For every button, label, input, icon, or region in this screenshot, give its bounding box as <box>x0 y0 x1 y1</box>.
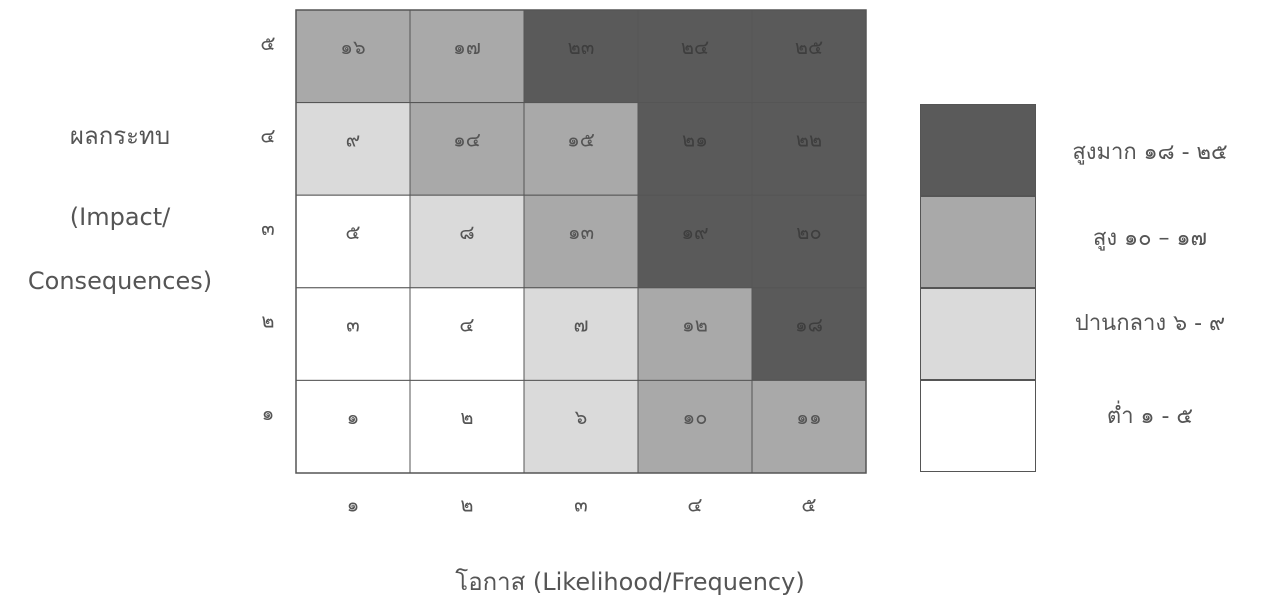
legend-swatch-very-high <box>920 104 1036 196</box>
cell-high <box>295 9 411 104</box>
cell-value: ๑๔ <box>453 127 481 151</box>
cell-value: ๑๙ <box>681 220 708 244</box>
x-axis-label: โอกาส (Likelihood/Frequency) <box>455 568 805 596</box>
y-tick-label: ๓ <box>261 216 275 240</box>
x-tick-label: ๔ <box>687 493 702 517</box>
cell-value: ๑๓ <box>568 220 594 244</box>
cell-value: ๕ <box>345 220 360 244</box>
cell-value: ๒๕ <box>795 35 823 59</box>
cell-very_high <box>637 194 753 289</box>
y-axis-label-line-3: Consequences) <box>27 267 213 295</box>
cell-high <box>637 287 753 381</box>
cell-value: ๑๐ <box>683 405 708 429</box>
cell-value: ๒ <box>460 405 473 429</box>
risk-matrix: ๑๖ ๑๗ ๒๓ ๒๔ ๒๕๙ ๑๔ ๑๕ ๒๑ ๒๒๕๘๑๓ ๑๙ ๒๐๓๔๗๑๒ ๑๘๑๒๖๑๐๑… <box>260 9 867 517</box>
cell-very_high <box>751 194 867 289</box>
cell-value: ๒๐ <box>796 220 821 244</box>
x-tick-label: ๒ <box>460 493 473 517</box>
legend-swatch-medium <box>920 288 1036 380</box>
y-tick-label: ๒ <box>261 309 274 333</box>
legend-label-medium: ปานกลาง ๖ - ๙ <box>1074 311 1226 336</box>
y-tick-label: ๕ <box>260 31 275 55</box>
cell-value: ๘ <box>459 220 474 244</box>
cell-high <box>751 379 867 474</box>
y-tick-label: ๔ <box>260 123 275 147</box>
cell-value: ๒๒ <box>796 127 822 151</box>
cell-value: ๑๘ <box>795 313 823 337</box>
cell-value: ๒๑ <box>682 127 708 151</box>
cell-very_high <box>637 9 753 104</box>
cell-value: ๙ <box>346 127 361 151</box>
cell-value: ๑๗ <box>453 35 481 59</box>
legend-swatch-high <box>920 196 1036 288</box>
cell-high <box>523 102 639 196</box>
cell-high <box>523 194 639 289</box>
matrix-border <box>295 9 867 474</box>
cell-value: ๓ <box>346 313 360 337</box>
y-axis-label-line-2: (Impact/ <box>69 203 171 231</box>
cell-value: ๑๒ <box>682 313 708 337</box>
cell-value: ๑ <box>347 405 360 429</box>
legend-swatch-low <box>920 380 1036 472</box>
x-tick-label: ๓ <box>574 493 588 517</box>
cell-very_high <box>751 9 867 104</box>
cell-value: ๑๕ <box>567 127 595 151</box>
cell-value: ๗ <box>573 313 588 337</box>
cell-very_high <box>751 102 867 196</box>
cell-medium <box>409 194 525 289</box>
y-axis-label-line-1: ผลกระทบ <box>69 122 171 150</box>
cell-value: ๖ <box>575 405 588 429</box>
cell-high <box>409 9 525 104</box>
cell-value: ๔ <box>459 313 474 337</box>
cell-value: ๒๔ <box>681 35 709 59</box>
cell-value: ๒๓ <box>568 35 595 59</box>
cell-very_high <box>751 287 867 381</box>
cell-medium <box>523 287 639 381</box>
legend-label-low: ต่ำ ๑ - ๕ <box>1106 404 1194 429</box>
legend-label-very-high: สูงมาก ๑๘ - ๒๕ <box>1072 140 1228 165</box>
x-tick-label: ๑ <box>347 493 360 517</box>
legend-label-high: สูง ๑๐ – ๑๗ <box>1092 226 1208 251</box>
cell-low <box>409 379 525 474</box>
cell-value: ๑๖ <box>340 35 365 59</box>
cell-medium <box>523 379 639 474</box>
y-tick-label: ๑ <box>262 401 275 425</box>
x-tick-label: ๕ <box>801 493 816 517</box>
cell-low <box>409 287 525 381</box>
cell-low <box>295 379 411 474</box>
cell-medium <box>295 102 411 196</box>
cell-value: ๑๑ <box>796 405 821 429</box>
